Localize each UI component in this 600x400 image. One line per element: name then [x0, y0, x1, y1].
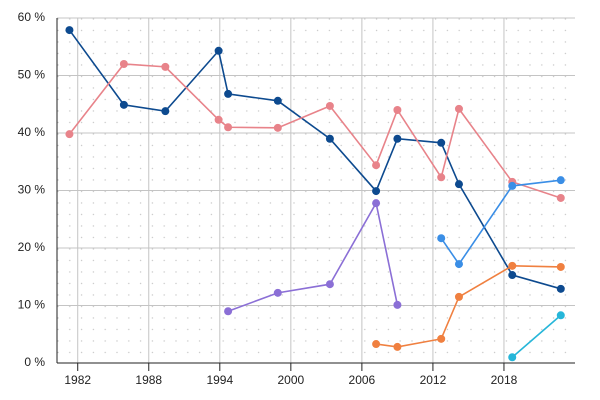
x-tick-label: 2006 [349, 373, 376, 387]
data-point [556, 262, 565, 271]
data-point [224, 307, 233, 316]
data-point [508, 261, 517, 270]
data-point [437, 334, 446, 343]
data-point [556, 176, 565, 185]
data-point [161, 62, 170, 71]
data-point [556, 193, 565, 202]
series-line [511, 314, 562, 358]
y-tick-label: 0 % [24, 355, 45, 369]
data-point [325, 134, 334, 143]
data-point [65, 130, 74, 139]
data-point [325, 280, 334, 289]
data-point [224, 89, 233, 98]
data-point [454, 260, 463, 269]
data-point [65, 26, 74, 35]
data-point [393, 300, 402, 309]
data-point [454, 104, 463, 113]
data-point [372, 340, 381, 349]
data-point [224, 123, 233, 132]
data-point [119, 60, 128, 68]
data-point [437, 234, 446, 243]
x-tick-label: 2018 [491, 373, 518, 387]
data-point [325, 101, 334, 110]
data-point [393, 134, 402, 143]
data-point [273, 288, 282, 297]
data-point [372, 199, 381, 208]
data-point [393, 106, 402, 114]
data-point [454, 292, 463, 301]
y-tick-label: 10 % [18, 298, 46, 312]
data-point [556, 311, 565, 320]
x-tick-label: 1994 [206, 373, 233, 387]
series-line [440, 179, 561, 266]
data-point [273, 96, 282, 105]
data-point [372, 161, 381, 170]
data-point [161, 107, 170, 116]
data-point [214, 46, 223, 55]
y-tick-label: 50 % [18, 68, 46, 82]
data-point [393, 342, 402, 351]
data-point [437, 173, 446, 182]
data-point [508, 181, 517, 190]
data-point [508, 271, 517, 280]
data-point [119, 100, 128, 109]
x-tick-label: 1982 [64, 373, 91, 387]
data-point [508, 353, 517, 362]
x-tick-label: 2000 [277, 373, 304, 387]
data-point [372, 187, 381, 196]
data-point [556, 284, 565, 293]
x-tick-label: 2012 [420, 373, 447, 387]
y-tick-label: 30 % [18, 183, 46, 197]
x-tick-label: 1988 [135, 373, 162, 387]
data-point [437, 138, 446, 147]
y-tick-label: 40 % [18, 125, 46, 139]
data-point [273, 123, 282, 132]
data-point [454, 180, 463, 189]
y-tick-label: 60 % [18, 10, 46, 24]
y-tick-label: 20 % [18, 240, 46, 254]
data-point [214, 115, 223, 124]
